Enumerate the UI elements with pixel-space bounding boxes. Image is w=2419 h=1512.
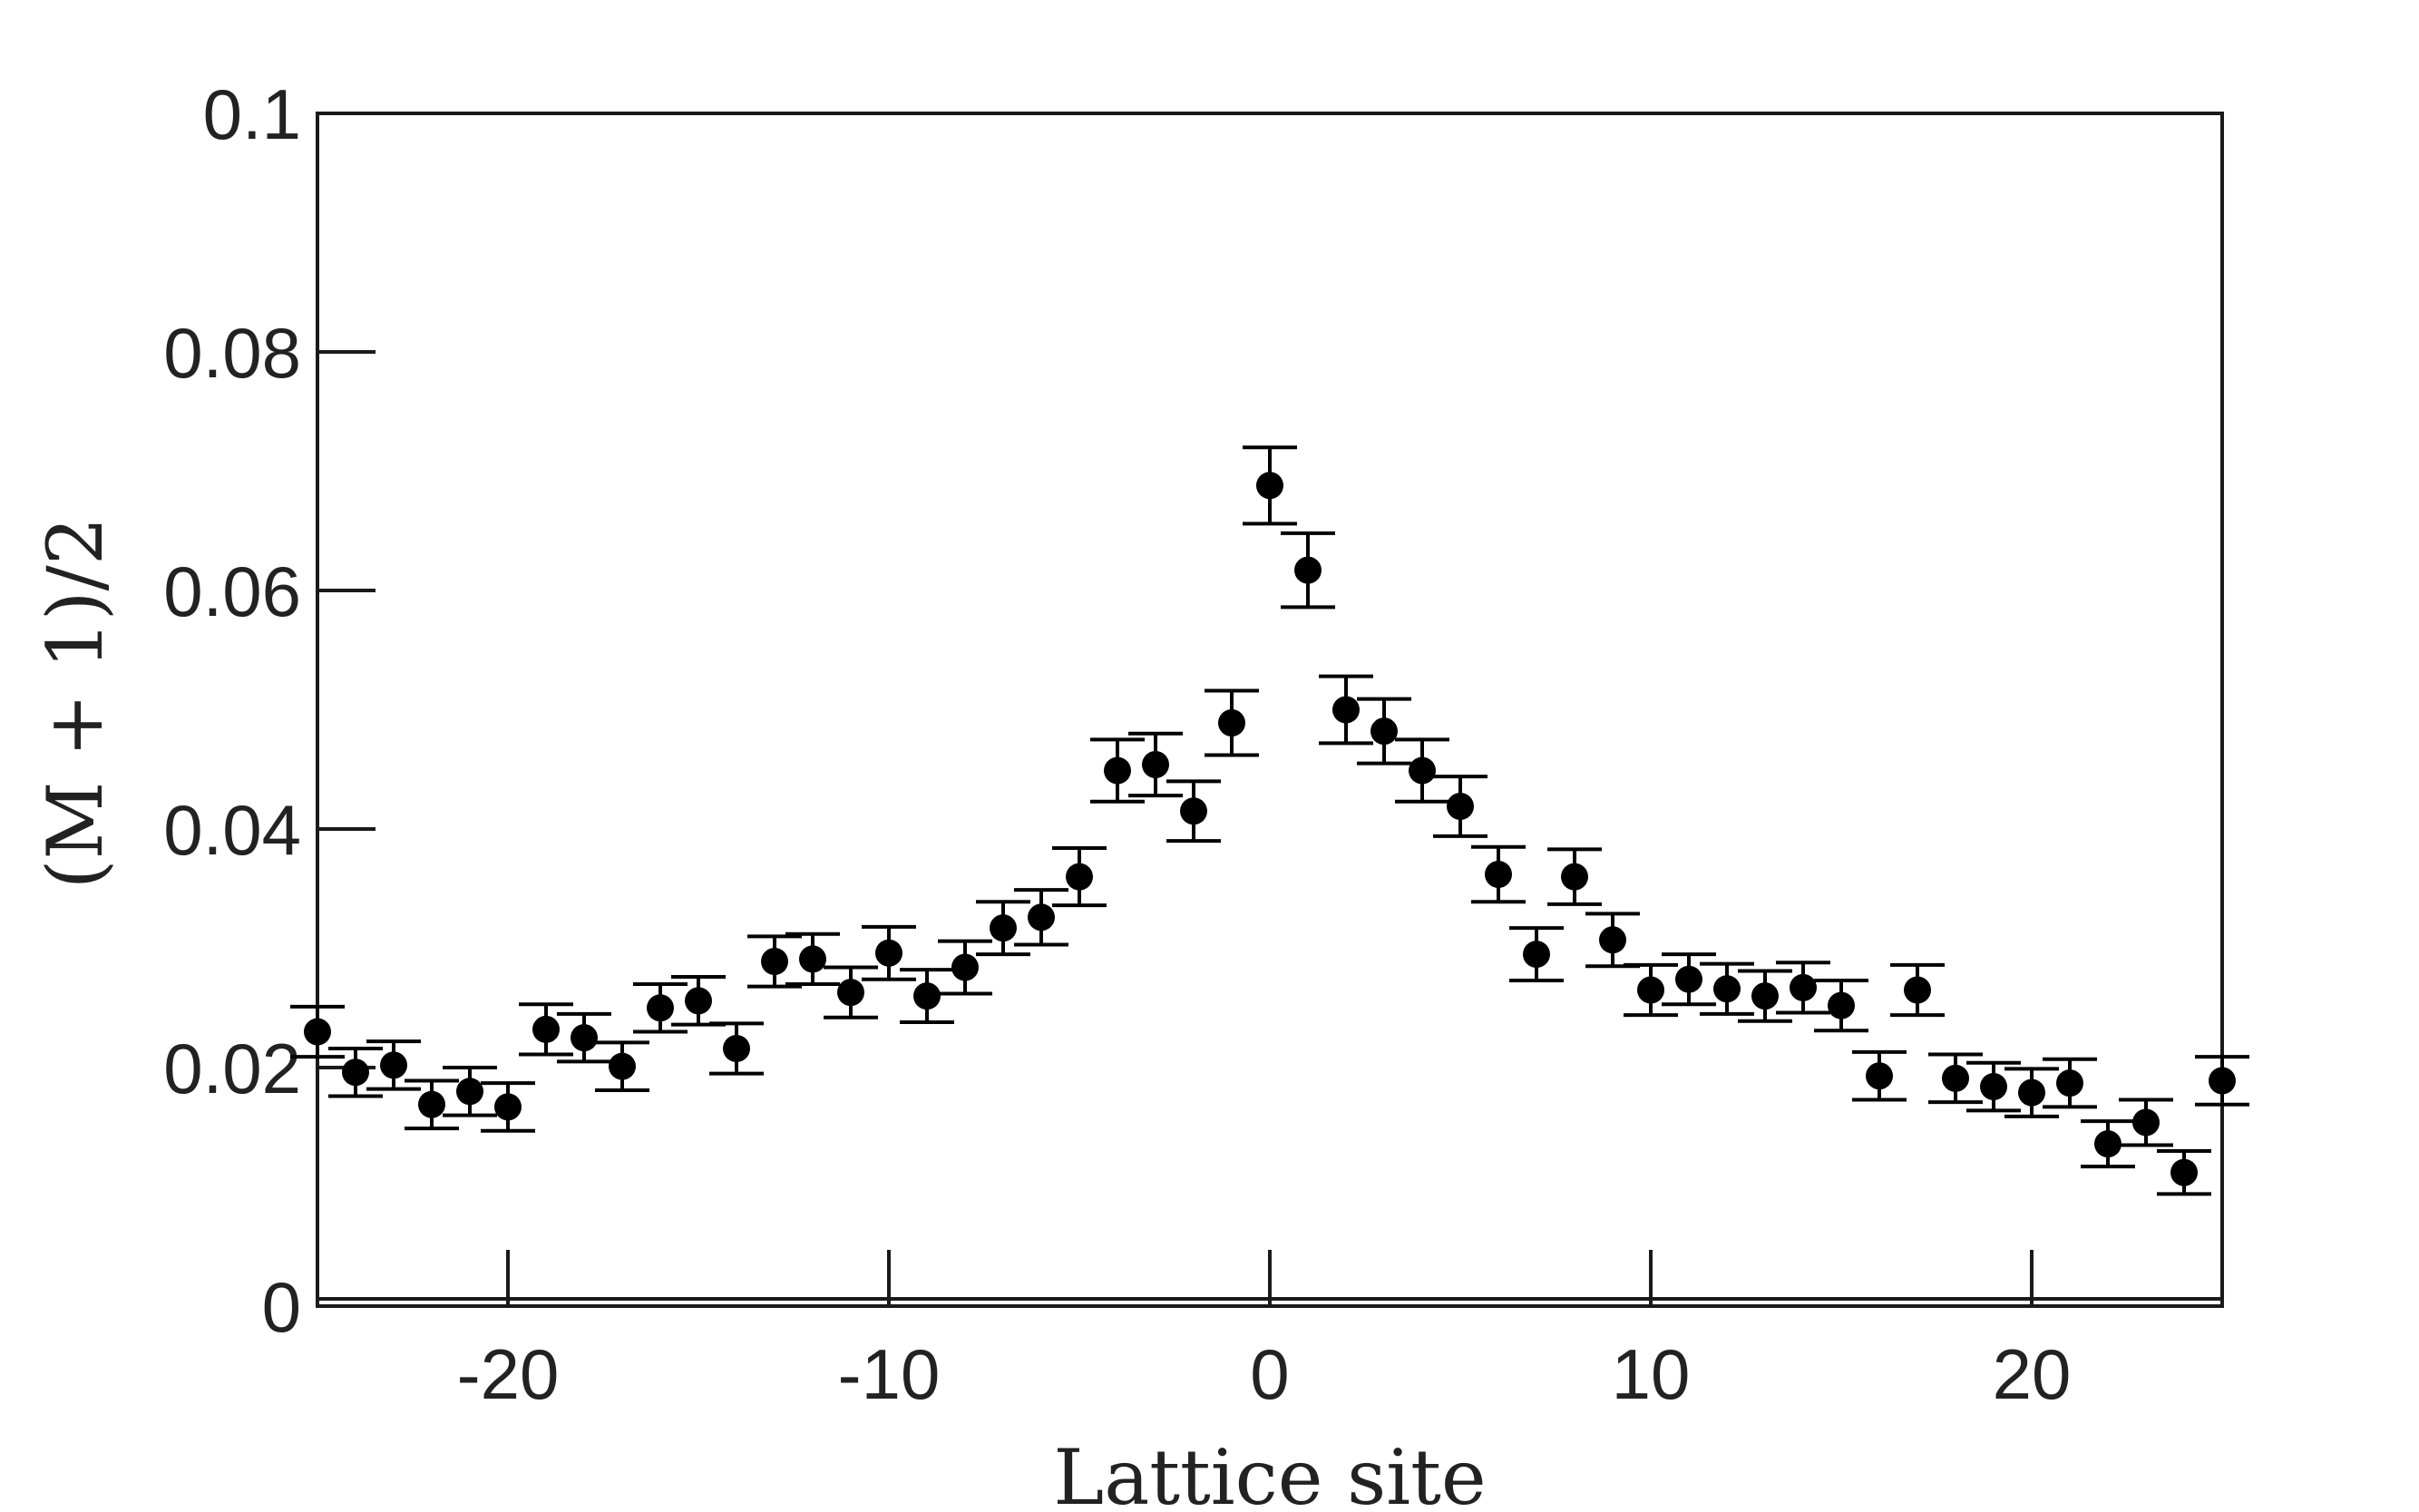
data-point	[1751, 982, 1779, 1010]
x-tick-label: 20	[1993, 1334, 2072, 1414]
x-tick-label: -10	[838, 1334, 941, 1414]
data-point	[2170, 1158, 2198, 1186]
data-point	[456, 1078, 483, 1106]
data-point	[1713, 975, 1741, 1003]
x-tick-label: -20	[457, 1334, 560, 1414]
data-point	[2132, 1108, 2160, 1136]
data-point	[1904, 976, 1931, 1004]
x-axis-title: Lattice site	[1053, 1433, 1486, 1512]
data-point	[685, 987, 712, 1015]
data-point	[1370, 717, 1398, 746]
data-point	[1256, 472, 1283, 500]
data-point	[913, 982, 941, 1010]
data-point	[1523, 941, 1550, 969]
data-point	[2094, 1130, 2122, 1158]
data-series	[290, 445, 2249, 1196]
y-tick-label: 0.1	[203, 74, 301, 154]
x-tick-label: 10	[1612, 1334, 1691, 1414]
data-point	[342, 1058, 369, 1087]
plot-frame	[316, 112, 2224, 1308]
data-point	[1028, 903, 1055, 932]
data-point	[1866, 1062, 1893, 1090]
data-point	[1828, 991, 1855, 1019]
data-point	[1637, 976, 1664, 1004]
axis-ticks	[317, 112, 2222, 1308]
data-point	[1561, 863, 1588, 891]
data-point	[951, 953, 979, 981]
y-tick-label: 0.02	[163, 1029, 301, 1108]
data-point	[1485, 860, 1512, 888]
data-point	[761, 947, 788, 975]
data-point	[1980, 1073, 2007, 1101]
y-axis-title: (M + 1)/2	[31, 517, 120, 890]
data-point	[304, 1018, 331, 1046]
data-point	[990, 914, 1017, 942]
data-point	[1142, 750, 1169, 778]
data-point	[1942, 1064, 1969, 1092]
data-point	[1066, 863, 1093, 891]
data-point	[1447, 793, 1474, 821]
data-point	[1104, 756, 1131, 785]
data-point	[380, 1051, 407, 1079]
data-point	[1294, 556, 1322, 584]
data-point	[1790, 973, 1817, 1001]
data-point	[1675, 965, 1702, 993]
data-point	[647, 994, 674, 1022]
data-point	[799, 945, 826, 973]
data-point	[837, 979, 864, 1007]
axis-tick-labels: -20 -10 0 10 20 0 0.02 0.04 0.06 0.08 0.1	[163, 74, 2071, 1414]
data-point	[609, 1052, 636, 1080]
data-point	[875, 939, 902, 967]
y-tick-label: 0.08	[163, 313, 301, 393]
data-point	[2209, 1067, 2236, 1095]
data-point	[571, 1024, 598, 1052]
data-point	[1409, 756, 1436, 785]
data-point	[1218, 708, 1245, 736]
data-point	[2056, 1069, 2083, 1097]
y-tick-label: 0.04	[163, 790, 301, 870]
x-tick-label: 0	[1250, 1334, 1289, 1414]
y-tick-label: 0.06	[163, 551, 301, 631]
data-point	[2018, 1078, 2045, 1107]
data-point	[1599, 926, 1626, 954]
y-tick-label: 0	[262, 1267, 301, 1347]
data-point	[494, 1093, 522, 1121]
data-point	[532, 1015, 560, 1043]
data-point	[418, 1090, 445, 1118]
data-point	[1332, 696, 1360, 724]
data-point	[1180, 797, 1207, 825]
data-point	[723, 1034, 750, 1062]
